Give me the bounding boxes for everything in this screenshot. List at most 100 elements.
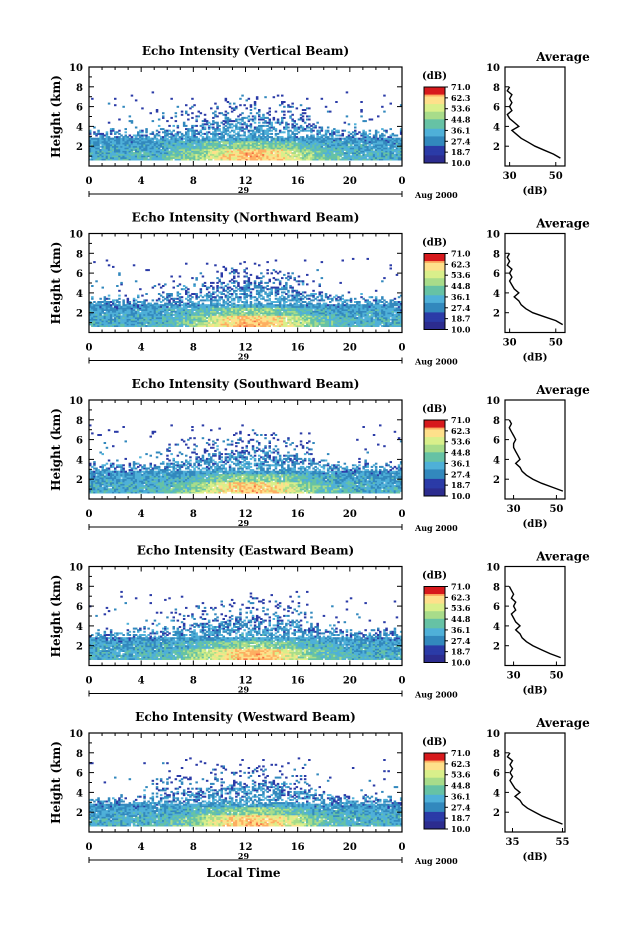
heatmap-cell bbox=[159, 307, 163, 310]
heatmap-cell bbox=[155, 140, 159, 143]
heatmap-cell bbox=[168, 321, 171, 324]
heatmap-cell bbox=[230, 136, 234, 139]
colorbar-swatch bbox=[424, 117, 445, 120]
heatmap-cell bbox=[137, 320, 140, 323]
heatmap-cell bbox=[210, 323, 213, 326]
heatmap-cell bbox=[310, 148, 313, 151]
heatmap-cell bbox=[314, 158, 317, 161]
heatmap-cell bbox=[101, 139, 104, 142]
heatmap-cell bbox=[118, 305, 121, 308]
heatmap-cell bbox=[168, 132, 171, 135]
heatmap-cell bbox=[306, 136, 309, 139]
heatmap-cell bbox=[159, 304, 163, 307]
heatmap-cell bbox=[247, 156, 251, 159]
heatmap-cell bbox=[149, 150, 152, 153]
heatmap-cell bbox=[239, 156, 242, 159]
heatmap-cell bbox=[124, 310, 127, 313]
heatmap-cell bbox=[216, 152, 219, 155]
heatmap-cell bbox=[287, 304, 290, 307]
heatmap-cell bbox=[187, 320, 190, 323]
heatmap-cell bbox=[262, 134, 265, 137]
heatmap-cell bbox=[122, 317, 125, 319]
heatmap-cell bbox=[276, 318, 280, 321]
heatmap-cell bbox=[214, 313, 217, 316]
heatmap-cell bbox=[276, 139, 280, 142]
heatmap-cell bbox=[120, 325, 123, 327]
heatmap-cell bbox=[159, 156, 163, 159]
heatmap-cell bbox=[283, 156, 286, 159]
heatmap-cell bbox=[278, 312, 282, 315]
heatmap-cell bbox=[251, 315, 255, 318]
heatmap-cell bbox=[314, 145, 317, 148]
heatmap-cell bbox=[114, 139, 117, 142]
heatmap-cell bbox=[281, 299, 284, 302]
heatmap-cell bbox=[134, 148, 138, 151]
heatmap-cell bbox=[253, 155, 257, 158]
heatmap-cell bbox=[258, 286, 261, 289]
heatmap-cell bbox=[264, 120, 267, 123]
heatmap-cell bbox=[354, 145, 357, 148]
heatmap-cell bbox=[262, 124, 265, 127]
heatmap-cell bbox=[276, 121, 280, 124]
heatmap-cell bbox=[241, 142, 244, 145]
heatmap-cell bbox=[283, 299, 286, 302]
colorbar-swatch bbox=[424, 134, 445, 137]
heatmap-cell bbox=[397, 137, 401, 140]
heatmap-cell bbox=[343, 144, 347, 147]
heatmap-cell bbox=[103, 152, 107, 155]
heatmap-cell bbox=[228, 118, 232, 121]
heatmap-cell bbox=[314, 147, 317, 150]
heatmap-cell bbox=[303, 145, 307, 148]
heatmap-cell bbox=[297, 128, 301, 131]
heatmap-cell bbox=[180, 312, 184, 315]
heatmap-cell bbox=[176, 310, 180, 313]
heatmap-cell bbox=[178, 317, 182, 319]
heatmap-cell bbox=[216, 142, 219, 145]
heatmap-cell bbox=[195, 305, 198, 308]
heatmap-cell bbox=[268, 293, 271, 295]
heatmap-cell bbox=[205, 123, 209, 126]
heatmap-cell bbox=[157, 323, 161, 326]
heatmap-cell bbox=[207, 309, 211, 311]
heatmap-cell bbox=[326, 136, 330, 139]
heatmap-cell bbox=[91, 309, 94, 311]
heatmap-cell bbox=[114, 302, 117, 305]
heatmap-cell bbox=[245, 288, 248, 291]
heatmap-cell bbox=[218, 150, 221, 153]
heatmap-cell bbox=[264, 315, 267, 318]
heatmap-cell bbox=[174, 137, 178, 140]
heatmap-cell bbox=[395, 147, 399, 150]
heatmap-cell bbox=[389, 136, 392, 139]
heatmap-cell bbox=[212, 299, 215, 302]
heatmap-cell bbox=[172, 325, 175, 327]
heatmap-cell bbox=[220, 321, 223, 324]
heatmap-cell bbox=[170, 302, 173, 305]
heatmap-cell bbox=[362, 144, 365, 147]
heatmap-cell bbox=[168, 124, 171, 127]
heatmap-cell bbox=[358, 131, 361, 134]
heatmap-cell bbox=[383, 158, 386, 161]
heatmap-cell bbox=[258, 118, 261, 121]
heatmap-cell bbox=[182, 312, 186, 315]
heatmap-cell bbox=[245, 312, 248, 315]
heatmap-cell bbox=[349, 132, 353, 135]
heatmap-cell bbox=[97, 144, 100, 147]
heatmap-cell bbox=[289, 299, 292, 302]
heatmap-cell bbox=[122, 158, 125, 161]
heatmap-cell bbox=[276, 321, 280, 324]
heatmap-cell bbox=[116, 153, 119, 156]
heatmap-cell bbox=[222, 120, 225, 123]
heatmap-cell bbox=[326, 148, 330, 151]
heatmap-cell bbox=[255, 302, 259, 305]
heatmap-cell bbox=[299, 158, 303, 161]
heatmap-cell bbox=[107, 302, 111, 305]
heatmap-cell bbox=[105, 305, 109, 308]
heatmap-cell bbox=[134, 323, 138, 326]
heatmap-cell bbox=[308, 118, 311, 121]
heatmap-cell bbox=[274, 317, 278, 319]
heatmap-cell bbox=[312, 139, 315, 142]
heatmap-cell bbox=[222, 142, 225, 145]
heatmap-cell bbox=[95, 132, 98, 135]
heatmap-cell bbox=[197, 147, 200, 150]
heatmap-cell bbox=[312, 129, 315, 132]
